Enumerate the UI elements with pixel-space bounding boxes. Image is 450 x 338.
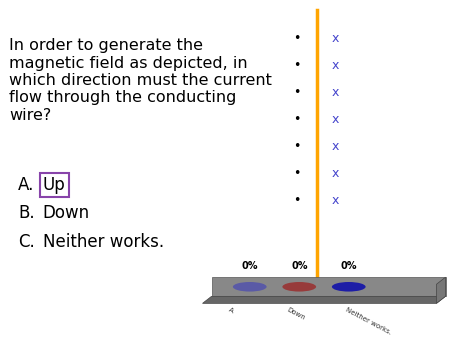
Text: x: x xyxy=(332,167,339,180)
Polygon shape xyxy=(202,296,446,303)
Text: •: • xyxy=(293,32,301,45)
Polygon shape xyxy=(436,277,446,303)
Text: x: x xyxy=(332,113,339,126)
Text: A.: A. xyxy=(227,307,236,315)
Ellipse shape xyxy=(283,282,316,292)
Text: x: x xyxy=(332,32,339,45)
Text: x: x xyxy=(332,194,339,207)
Text: •: • xyxy=(293,86,301,99)
Text: •: • xyxy=(293,167,301,180)
Text: A.: A. xyxy=(18,176,34,194)
Text: 0%: 0% xyxy=(291,261,307,271)
Text: 0%: 0% xyxy=(341,261,357,271)
Text: In order to generate the
magnetic field as depicted, in
which direction must the: In order to generate the magnetic field … xyxy=(9,38,272,123)
Text: •: • xyxy=(293,194,301,207)
Text: •: • xyxy=(293,140,301,153)
Ellipse shape xyxy=(233,282,266,292)
Text: Down: Down xyxy=(286,307,306,321)
Text: Neither works.: Neither works. xyxy=(344,307,392,336)
Text: •: • xyxy=(293,59,301,72)
Text: Down: Down xyxy=(43,204,90,222)
Text: x: x xyxy=(332,86,339,99)
Text: Neither works.: Neither works. xyxy=(43,233,164,251)
Text: x: x xyxy=(332,59,339,72)
Text: Up: Up xyxy=(43,176,66,194)
Text: B.: B. xyxy=(18,204,35,222)
Text: 0%: 0% xyxy=(242,261,258,271)
Text: •: • xyxy=(293,113,301,126)
Text: C.: C. xyxy=(18,233,35,251)
Polygon shape xyxy=(212,277,446,296)
Ellipse shape xyxy=(332,282,365,292)
Text: x: x xyxy=(332,140,339,153)
